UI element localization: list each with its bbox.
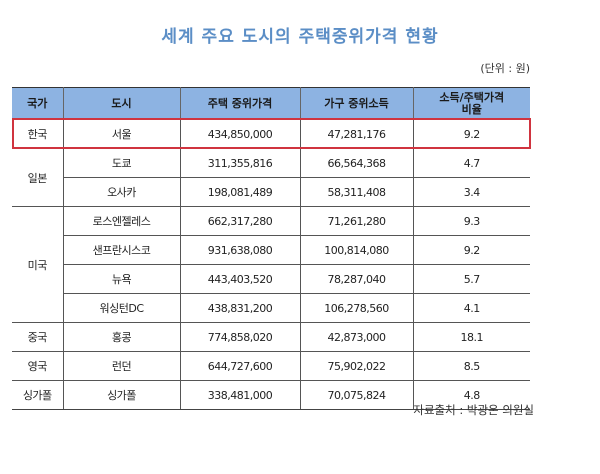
country-cell: 싱가폴	[12, 380, 64, 410]
table-header-row: 국가 도시 주택 중위가격 가구 중위소득 소득/주택가격 비율	[12, 87, 530, 120]
header-country: 국가	[12, 87, 64, 120]
header-ratio: 소득/주택가격 비율	[412, 87, 530, 120]
table-row: 미국 로스엔젤레스 662,317,280 71,261,280 9.3	[12, 206, 530, 323]
income-cell: 47,281,176	[299, 119, 414, 149]
table-row: 일본 도쿄 311,355,816 66,564,368 4.7	[12, 148, 530, 207]
price-cell: 443,403,520	[179, 264, 301, 294]
country-cell: 미국	[12, 206, 64, 323]
income-cell: 66,564,368	[299, 148, 414, 178]
price-cell: 438,831,200	[179, 293, 301, 323]
income-cell: 100,814,080	[299, 235, 414, 265]
unit-note: (단위 : 원)	[480, 62, 530, 75]
city-cell: 도쿄	[62, 148, 181, 178]
ratio-cell: 9.3	[412, 206, 530, 236]
header-median-income: 가구 중위소득	[299, 87, 414, 120]
price-cell: 198,081,489	[179, 177, 301, 207]
header-ratio-line1: 소득/주택가격	[439, 90, 505, 104]
income-cell: 70,075,824	[299, 380, 414, 410]
table-row: 영국 런던 644,727,600 75,902,022 8.5	[12, 351, 530, 381]
city-cell: 홍콩	[62, 322, 181, 352]
price-cell: 931,638,080	[179, 235, 301, 265]
price-cell: 311,355,816	[179, 148, 301, 178]
header-ratio-line2: 비율	[461, 102, 482, 116]
header-city: 도시	[62, 87, 181, 120]
city-cell: 싱가폴	[62, 380, 181, 410]
table-row: 샌프란시스코 931,638,080 100,814,080 9.2	[12, 235, 530, 265]
country-cell: 한국	[12, 119, 64, 149]
price-cell: 338,481,000	[179, 380, 301, 410]
ratio-cell: 4.8	[412, 380, 530, 410]
table-row: 오사카 198,081,489 58,311,408 3.4	[12, 177, 530, 207]
income-cell: 78,287,040	[299, 264, 414, 294]
table-row: 한국 서울 434,850,000 47,281,176 9.2	[12, 119, 530, 149]
ratio-cell: 4.1	[412, 293, 530, 323]
city-cell: 로스엔젤레스	[62, 206, 181, 236]
table-row: 중국 홍콩 774,858,020 42,873,000 18.1	[12, 322, 530, 352]
ratio-cell: 8.5	[412, 351, 530, 381]
country-cell: 영국	[12, 351, 64, 381]
housing-price-table: 국가 도시 주택 중위가격 가구 중위소득 소득/주택가격 비율 한국 서울 4…	[12, 87, 530, 410]
source-note: 자료출처 : 박광온 의원실	[413, 403, 534, 417]
income-cell: 42,873,000	[299, 322, 414, 352]
city-cell: 서울	[62, 119, 181, 149]
income-cell: 75,902,022	[299, 351, 414, 381]
price-cell: 662,317,280	[179, 206, 301, 236]
ratio-cell: 9.2	[412, 235, 530, 265]
city-cell: 뉴욕	[62, 264, 181, 294]
price-cell: 774,858,020	[179, 322, 301, 352]
country-cell: 일본	[12, 148, 64, 207]
income-cell: 106,278,560	[299, 293, 414, 323]
country-cell: 중국	[12, 322, 64, 352]
ratio-cell: 5.7	[412, 264, 530, 294]
price-cell: 644,727,600	[179, 351, 301, 381]
ratio-cell: 18.1	[412, 322, 530, 352]
ratio-cell: 3.4	[412, 177, 530, 207]
income-cell: 58,311,408	[299, 177, 414, 207]
city-cell: 워싱턴DC	[62, 293, 181, 323]
city-cell: 샌프란시스코	[62, 235, 181, 265]
income-cell: 71,261,280	[299, 206, 414, 236]
header-median-price: 주택 중위가격	[179, 87, 301, 120]
price-cell: 434,850,000	[179, 119, 301, 149]
table-row: 워싱턴DC 438,831,200 106,278,560 4.1	[12, 293, 530, 323]
table-row: 뉴욕 443,403,520 78,287,040 5.7	[12, 264, 530, 294]
ratio-cell: 9.2	[412, 119, 530, 149]
ratio-cell: 4.7	[412, 148, 530, 178]
table-row: 싱가폴 싱가폴 338,481,000 70,075,824 4.8	[12, 380, 530, 410]
document-title: 세계 주요 도시의 주택중위가격 현황	[161, 27, 439, 47]
city-cell: 오사카	[62, 177, 181, 207]
city-cell: 런던	[62, 351, 181, 381]
